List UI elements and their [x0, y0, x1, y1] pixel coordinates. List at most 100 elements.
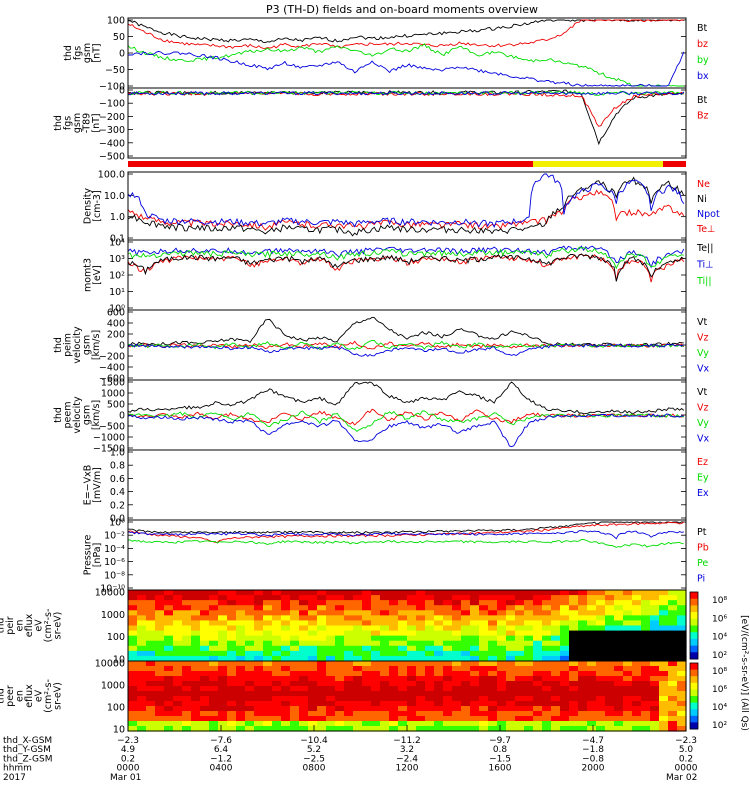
spectrogram-cell [272, 706, 282, 712]
spectrogram-cell [425, 605, 435, 611]
spectrogram-cell [452, 716, 462, 722]
spectrogram-cell [641, 610, 651, 616]
colorbar-cell [690, 682, 698, 690]
spectrogram-cell [668, 671, 678, 677]
spectrogram-cell [461, 625, 471, 632]
spectrogram-cell [128, 590, 138, 596]
spectrogram-cell [344, 686, 354, 692]
spectrogram-cell [200, 625, 210, 632]
spectrogram-cell [416, 721, 426, 727]
spectrogram-cell [407, 676, 417, 682]
spectrogram-cell [398, 671, 408, 677]
spectrogram-cell [668, 655, 678, 662]
spectrogram-cell [317, 590, 327, 596]
spectrogram-cell [353, 711, 363, 717]
spectrogram-cell [623, 721, 633, 727]
panel-frame [127, 379, 687, 451]
spectrogram-cell [227, 590, 237, 596]
spectrogram-cell [236, 595, 246, 601]
spectrogram-cell [344, 676, 354, 682]
spectrogram-cell [515, 716, 525, 722]
spectrogram-cell [155, 711, 165, 717]
spectrogram-cell [578, 661, 588, 667]
spectrogram-cell [416, 635, 426, 642]
spectrogram-cell [542, 640, 552, 647]
legend-Vy: Vy [697, 418, 709, 429]
spectrogram-cell [443, 630, 453, 637]
spectrogram-cell [596, 650, 606, 657]
spectrogram-cell [650, 630, 660, 637]
spectrogram-cell [506, 661, 516, 667]
spectrogram-cell [146, 686, 156, 692]
spectrogram-cell [326, 676, 336, 682]
spectrogram-cell [488, 650, 498, 657]
spectrogram-cell [677, 676, 687, 682]
spectrogram-cell [551, 681, 561, 687]
spectrogram-cell [326, 625, 336, 632]
spectrogram-cell [326, 605, 336, 611]
spectrogram-cell [497, 671, 507, 677]
spectrogram-cell [290, 625, 300, 632]
spectrogram-cell [506, 605, 516, 611]
spectrogram-cell [209, 686, 219, 692]
ylabel-line: peim [63, 333, 74, 357]
spectrogram-cell [164, 661, 174, 667]
spectrogram-cell [542, 661, 552, 667]
spectrogram-cell [398, 595, 408, 601]
spectrogram-cell [407, 625, 417, 632]
spectrogram-cell [434, 655, 444, 662]
spectrogram-cell [263, 625, 273, 632]
spectrogram-cell [263, 696, 273, 702]
legend-Bz: Bz [697, 111, 709, 122]
spectrogram-cell [254, 615, 264, 622]
spectrogram-cell [461, 666, 471, 672]
spectrogram-cell [200, 721, 210, 727]
spectrogram-cell [650, 635, 660, 642]
spectrogram-cell [416, 595, 426, 601]
spectrogram-cell [668, 640, 678, 647]
series-bz [127, 91, 685, 127]
spectrogram-cell [281, 671, 291, 677]
spectrogram-cell [146, 666, 156, 672]
spectrogram-cell [209, 666, 219, 672]
spectrogram-cell [164, 610, 174, 616]
spectrogram-cell [308, 625, 318, 632]
spectrogram-cell [668, 600, 678, 606]
series-Vx [127, 343, 685, 357]
spectrogram-cell [146, 696, 156, 702]
spectrogram-cell [353, 686, 363, 692]
legend-Vx: Vx [697, 364, 709, 375]
spectrogram-cell [614, 721, 624, 727]
spectrogram-cell [443, 620, 453, 627]
spectrogram-cell [497, 605, 507, 611]
spectrogram-cell [371, 615, 381, 622]
spectrogram-cell [371, 640, 381, 647]
spectrogram-cell [479, 716, 489, 722]
spectrogram-cell [137, 681, 147, 687]
spectrogram-cell [209, 645, 219, 652]
y-tick-label: −600 [99, 374, 125, 385]
spectrogram-cell [497, 650, 507, 657]
spectrogram-cell [146, 661, 156, 667]
spectrogram-cell [209, 721, 219, 727]
ylabel-line: peir [5, 616, 16, 635]
series-Bt [127, 89, 684, 146]
spectrogram-cell [326, 711, 336, 717]
spectrogram-cell [659, 610, 669, 616]
spectrogram-cell [191, 620, 201, 627]
spectrogram-cell [371, 701, 381, 707]
spectrogram-cell [497, 620, 507, 627]
spectrogram-cell [578, 681, 588, 687]
spectrogram-cell [524, 676, 534, 682]
spectrogram-cell [542, 706, 552, 712]
spectrogram-cell [200, 661, 210, 667]
spectrogram-cell [308, 681, 318, 687]
spectrogram-cell [218, 590, 228, 596]
spectrogram-cell [452, 645, 462, 652]
spectrogram-cell [506, 706, 516, 712]
spectrogram-cell [443, 726, 453, 732]
x-tick-label: −2.4 [396, 754, 418, 764]
spectrogram-cell [479, 691, 489, 697]
spectrogram-cell [371, 711, 381, 717]
spectrogram-cell [335, 721, 345, 727]
